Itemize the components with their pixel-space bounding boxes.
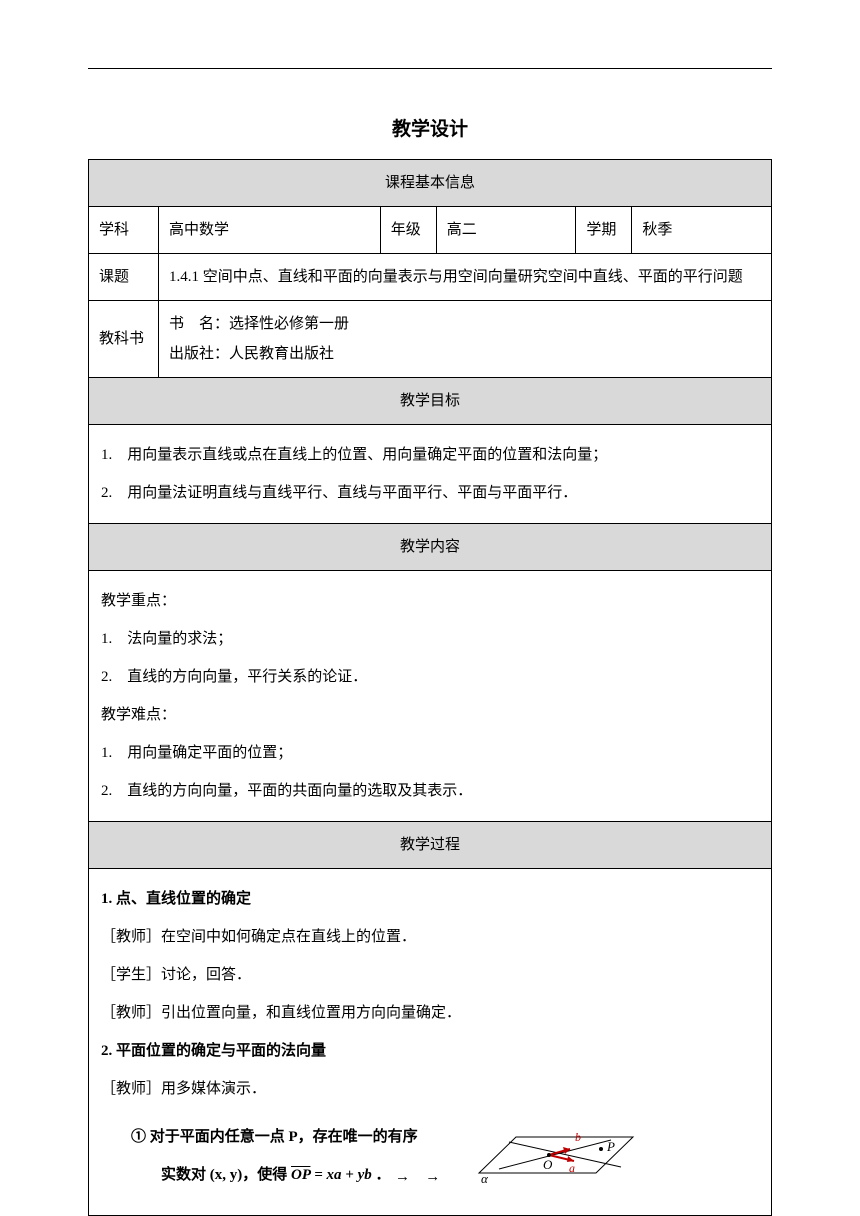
- value-textbook: 书 名：选择性必修第一册 出版社：人民教育出版社: [159, 301, 772, 378]
- content-cell: 教学重点： 1. 法向量的求法； 2. 直线的方向向量，平行关系的论证． 教学难…: [89, 571, 772, 822]
- label-semester: 学期: [576, 207, 632, 254]
- label-a: a: [569, 1161, 575, 1175]
- difficulty-2: 2. 直线的方向向量，平面的共面向量的选取及其表示．: [101, 773, 759, 809]
- objectives-row: 1. 用向量表示直线或点在直线上的位置、用向量确定平面的位置和法向量； 2. 用…: [89, 425, 772, 524]
- difficulty-label: 教学难点：: [101, 697, 759, 733]
- label-P: P: [606, 1139, 615, 1154]
- formula-op: OP: [291, 1167, 310, 1183]
- value-subject: 高中数学: [159, 207, 381, 254]
- main-table: 课程基本信息 学科 高中数学 年级 高二 学期 秋季 课题 1.4.1 空间中点…: [88, 159, 772, 1216]
- difficulty-1: 1. 用向量确定平面的位置；: [101, 735, 759, 771]
- keypoint-label: 教学重点：: [101, 583, 759, 619]
- content-row: 教学重点： 1. 法向量的求法； 2. 直线的方向向量，平行关系的论证． 教学难…: [89, 571, 772, 822]
- page-title: 教学设计: [88, 114, 772, 141]
- label-textbook: 教科书: [89, 301, 159, 378]
- formula-prefix: 实数对 (x, y)，使得: [161, 1167, 291, 1183]
- section-header-process: 教学过程: [89, 822, 772, 869]
- top-divider: [88, 68, 772, 69]
- process-cell: 1. 点、直线位置的确定 ［教师］在空间中如何确定点在直线上的位置． ［学生］讨…: [89, 869, 772, 1216]
- line-1: [499, 1140, 611, 1169]
- section-header-basic-text: 课程基本信息: [89, 160, 772, 207]
- formula-line1: ① 对于平面内任意一点 P，存在唯一的有序: [101, 1119, 759, 1155]
- formula-eq: = x: [310, 1167, 334, 1183]
- info-row-textbook: 教科书 书 名：选择性必修第一册 出版社：人民教育出版社: [89, 301, 772, 378]
- process-row: 1. 点、直线位置的确定 ［教师］在空间中如何确定点在直线上的位置． ［学生］讨…: [89, 869, 772, 1216]
- objectives-cell: 1. 用向量表示直线或点在直线上的位置、用向量确定平面的位置和法向量； 2. 用…: [89, 425, 772, 524]
- formula-b: →b: [364, 1167, 372, 1183]
- section-header-process-text: 教学过程: [89, 822, 772, 869]
- section-header-content-text: 教学内容: [89, 524, 772, 571]
- keypoint-2: 2. 直线的方向向量，平行关系的论证．: [101, 659, 759, 695]
- value-semester: 秋季: [632, 207, 772, 254]
- textbook-name: 书 名：选择性必修第一册: [169, 316, 349, 332]
- plane-diagram: α O a b P: [461, 1125, 641, 1195]
- objective-1: 1. 用向量表示直线或点在直线上的位置、用向量确定平面的位置和法向量；: [101, 437, 759, 473]
- label-subject: 学科: [89, 207, 159, 254]
- process-h2: 2. 平面位置的确定与平面的法向量: [101, 1033, 759, 1069]
- process-h1: 1. 点、直线位置的确定: [101, 881, 759, 917]
- point-p-dot: [599, 1147, 603, 1151]
- formula-line2: 实数对 (x, y)，使得 OP = x→a + y→b ．: [101, 1157, 759, 1193]
- section-header-objectives-text: 教学目标: [89, 378, 772, 425]
- process-p1: ［教师］在空间中如何确定点在直线上的位置．: [101, 919, 759, 955]
- info-row-topic: 课题 1.4.1 空间中点、直线和平面的向量表示与用空间向量研究空间中直线、平面…: [89, 254, 772, 301]
- label-topic: 课题: [89, 254, 159, 301]
- section-header-content: 教学内容: [89, 524, 772, 571]
- section-header-objectives: 教学目标: [89, 378, 772, 425]
- info-row-1: 学科 高中数学 年级 高二 学期 秋季: [89, 207, 772, 254]
- label-grade: 年级: [380, 207, 436, 254]
- label-b: b: [575, 1130, 581, 1144]
- textbook-publisher: 出版社：人民教育出版社: [169, 346, 334, 362]
- process-p3: ［教师］引出位置向量，和直线位置用方向向量确定．: [101, 995, 759, 1031]
- process-p2: ［学生］讨论，回答．: [101, 957, 759, 993]
- objective-2: 2. 用向量法证明直线与直线平行、直线与平面平行、平面与平面平行．: [101, 475, 759, 511]
- value-grade: 高二: [436, 207, 576, 254]
- process-p4: ［教师］用多媒体演示．: [101, 1071, 759, 1107]
- value-topic: 1.4.1 空间中点、直线和平面的向量表示与用空间向量研究空间中直线、平面的平行…: [159, 254, 772, 301]
- section-header-basic: 课程基本信息: [89, 160, 772, 207]
- formula-a: →a: [334, 1167, 342, 1183]
- line-2: [509, 1142, 621, 1167]
- label-alpha: α: [481, 1171, 489, 1186]
- keypoint-1: 1. 法向量的求法；: [101, 621, 759, 657]
- label-O: O: [543, 1157, 553, 1172]
